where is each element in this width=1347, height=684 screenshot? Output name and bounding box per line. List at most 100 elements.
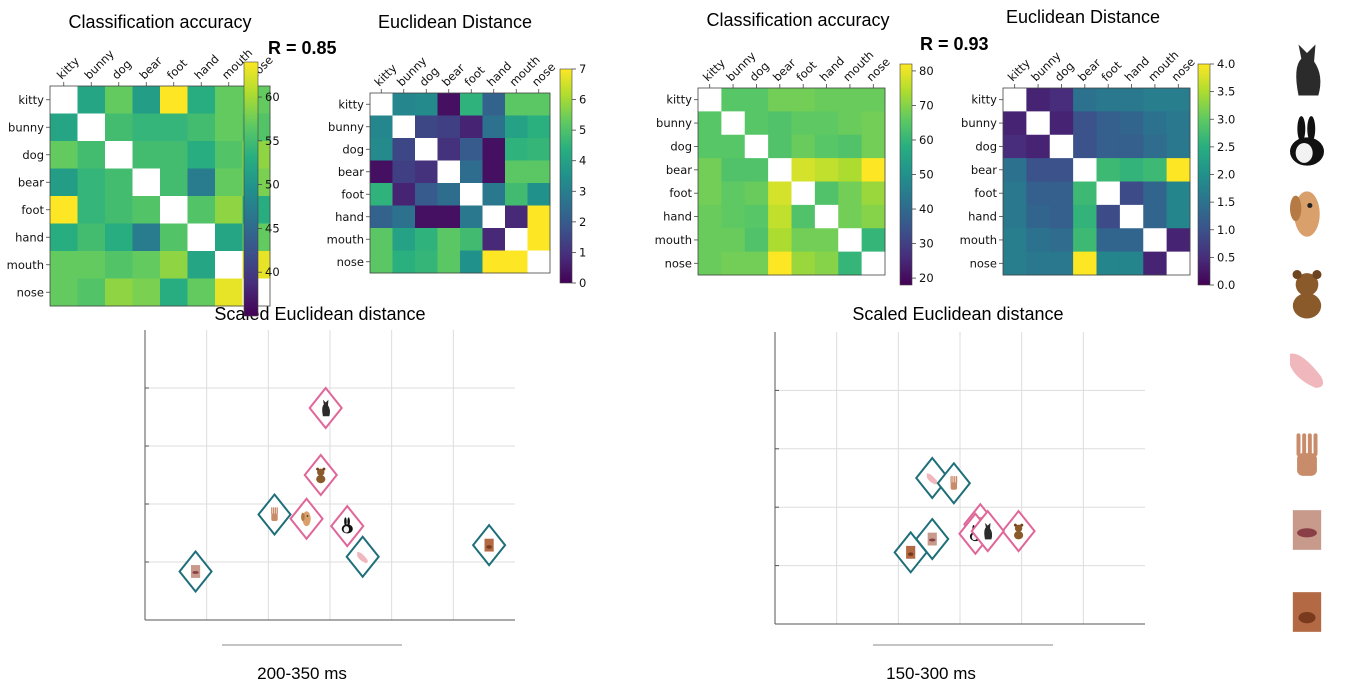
heatmap-cell bbox=[744, 158, 769, 182]
heatmap-cell bbox=[482, 138, 506, 161]
colorbar-tick-label: 7 bbox=[579, 62, 586, 76]
col-tick-label: kitty bbox=[700, 56, 728, 84]
dog-ear bbox=[1290, 195, 1302, 222]
heatmap-cell bbox=[1143, 158, 1168, 182]
bear-body bbox=[1014, 531, 1024, 540]
heatmap-cell bbox=[838, 111, 863, 136]
col-tick-label: kitty bbox=[1005, 56, 1033, 84]
row-tick-label: nose bbox=[17, 285, 44, 299]
heatmap-cell bbox=[1143, 251, 1168, 276]
col-tick-label: foot bbox=[164, 56, 190, 82]
col-tick-label: bunny bbox=[81, 47, 116, 82]
stimulus-bear bbox=[1292, 270, 1322, 319]
heatmap-cell bbox=[392, 115, 416, 139]
stimulus-bunny bbox=[1290, 116, 1324, 166]
row-tick-label: mouth bbox=[327, 232, 364, 246]
heatmap-cell bbox=[505, 228, 528, 251]
heatmap-cell bbox=[861, 134, 886, 159]
heatmap-cell bbox=[105, 251, 133, 279]
dog-eye bbox=[1307, 202, 1313, 209]
colorbar-tick-label: 1 bbox=[579, 245, 586, 259]
heatmap-cell bbox=[105, 223, 133, 252]
heatmap-2: kittybunnydogbearfoothandmouthnosekittyb… bbox=[655, 48, 934, 286]
heatmap-cell bbox=[838, 204, 863, 229]
colorbar-tick-label: 0.5 bbox=[1217, 250, 1235, 264]
point-bear bbox=[303, 453, 339, 497]
heatmap-cell bbox=[1096, 88, 1121, 112]
point-nose bbox=[893, 530, 928, 574]
heatmap-cell bbox=[370, 183, 393, 206]
row-tick-label: bear bbox=[18, 175, 44, 189]
heatmap-cell bbox=[1143, 204, 1168, 229]
heatmap-cell bbox=[791, 134, 816, 159]
heatmap-cell bbox=[370, 138, 393, 161]
heatmap-cell bbox=[1166, 228, 1191, 253]
heatmap-cell bbox=[132, 168, 161, 197]
hand-finger bbox=[1302, 433, 1307, 456]
heatmap-cell bbox=[1049, 251, 1074, 276]
colorbar-tick-label: 2 bbox=[579, 215, 586, 229]
heatmap-cell bbox=[215, 223, 243, 252]
colorbar-tick-label: 60 bbox=[919, 133, 934, 147]
colorbar-tick-label: 3.0 bbox=[1217, 112, 1235, 126]
heatmap-cell bbox=[814, 134, 839, 159]
point-dog bbox=[289, 497, 324, 541]
colorbar-tick-label: 5 bbox=[579, 123, 586, 137]
heatmap-cell bbox=[1096, 134, 1121, 159]
mouth-lips bbox=[1297, 528, 1317, 538]
colorbar-tick-label: 0.0 bbox=[1217, 278, 1235, 292]
nose-tip bbox=[1298, 612, 1316, 624]
heatmap-cell bbox=[698, 111, 722, 136]
heatmap-cell bbox=[415, 205, 438, 229]
heatmap-cell bbox=[744, 204, 769, 229]
heatmap-cell bbox=[1143, 111, 1168, 136]
point-kitty bbox=[308, 386, 343, 430]
heatmap-cell bbox=[460, 93, 483, 116]
heatmap-cell bbox=[1049, 181, 1074, 206]
heatmap-cell bbox=[370, 250, 393, 274]
heatmap-cell bbox=[187, 196, 216, 224]
bear-body bbox=[1292, 293, 1322, 319]
heatmap-cell bbox=[768, 251, 792, 276]
heatmap-cell bbox=[861, 111, 886, 136]
heatmap-cell bbox=[814, 228, 839, 253]
heatmap-cell bbox=[215, 251, 243, 279]
hand-finger bbox=[276, 507, 278, 515]
heatmap-cell bbox=[105, 141, 133, 169]
heatmap-cell bbox=[437, 138, 461, 161]
bear-ear bbox=[316, 467, 320, 471]
row-tick-label: bunny bbox=[328, 120, 364, 134]
stimulus-column bbox=[1290, 44, 1324, 632]
heatmap-cell bbox=[105, 86, 133, 114]
heatmap-cell bbox=[105, 113, 133, 142]
heatmap-cell bbox=[1003, 204, 1027, 229]
dog-ear bbox=[301, 512, 305, 522]
bunny-ear bbox=[347, 517, 350, 526]
heatmap-cell bbox=[814, 158, 839, 182]
heatmap-cell bbox=[768, 88, 792, 112]
colorbar-tick-label: 1.0 bbox=[1217, 223, 1235, 237]
heatmap-cell bbox=[861, 88, 886, 112]
heatmap-cell bbox=[527, 205, 551, 229]
heatmap-cell bbox=[50, 113, 78, 142]
stimulus-nose bbox=[1292, 592, 1322, 632]
heatmap-cell bbox=[187, 223, 216, 252]
heatmap-cell bbox=[1003, 181, 1027, 206]
heatmap-cell bbox=[415, 115, 438, 139]
heatmap-cell bbox=[721, 158, 746, 182]
colorbar-tick-label: 40 bbox=[919, 202, 934, 216]
stimulus-dog bbox=[1290, 191, 1320, 237]
heatmap-cell bbox=[505, 115, 528, 139]
heatmap-cell bbox=[132, 223, 161, 252]
colorbar-tick-label: 30 bbox=[919, 237, 934, 251]
row-tick-label: bear bbox=[971, 163, 997, 177]
heatmap-cell bbox=[370, 160, 393, 184]
hand-finger bbox=[955, 475, 958, 484]
heatmap-cell bbox=[1003, 88, 1027, 112]
row-tick-label: foot bbox=[21, 203, 44, 217]
colorbar-tick-label: 45 bbox=[265, 221, 280, 235]
heatmap-cell bbox=[1049, 204, 1074, 229]
point-hand bbox=[257, 492, 292, 537]
